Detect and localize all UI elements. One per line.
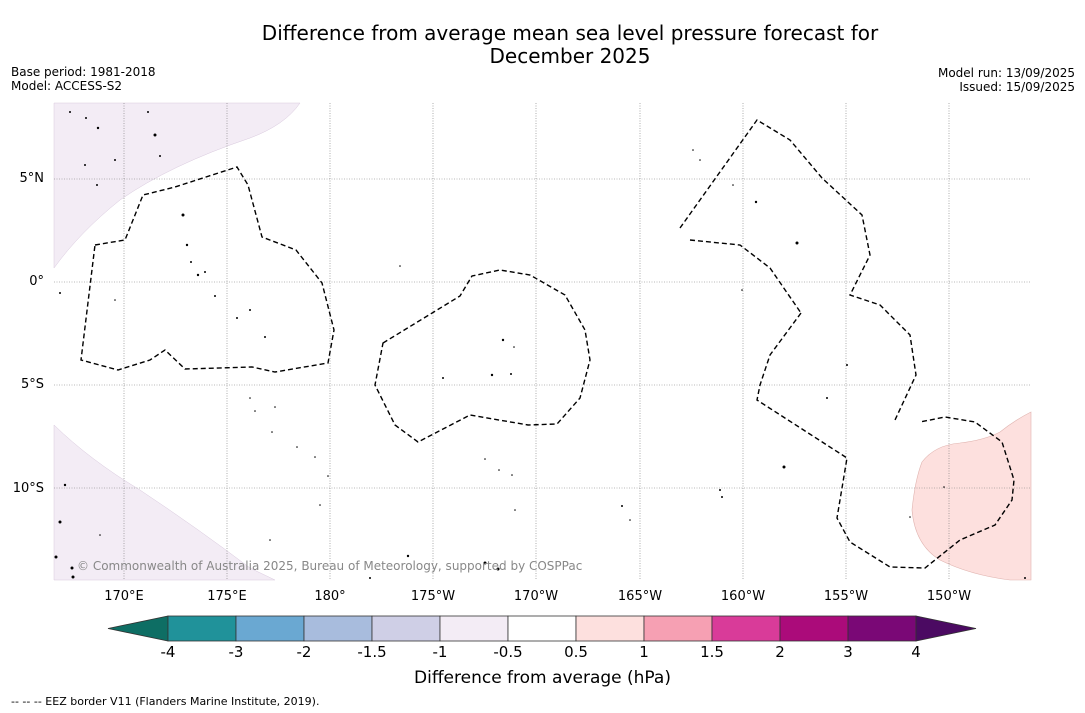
colorbar-extend-low: [107, 615, 169, 642]
eez-footnote: -- -- -- EEZ border V11 (Flanders Marine…: [11, 695, 320, 708]
colorbar-tick: -4: [160, 643, 176, 661]
colorbar-swatch: [371, 615, 441, 642]
colorbar-swatch: [575, 615, 645, 642]
colorbar-swatch: [303, 615, 373, 642]
lon-label-165w: 165°W: [617, 589, 663, 604]
model-run-text: Model run: 13/09/2025: [937, 66, 1075, 80]
lon-label-160w: 160°W: [720, 589, 766, 604]
colorbar-swatch: [507, 615, 577, 642]
lon-label-150w: 150°W: [926, 589, 972, 604]
model-text: Model: ACCESS-S2: [11, 79, 123, 93]
lon-label-180: 180°: [314, 589, 346, 604]
lat-label-0: 0°: [29, 274, 44, 289]
map-title: Difference from average mean sea level p…: [0, 22, 1085, 68]
model-info: Base period: 1981-2018 Model: ACCESS-S2: [11, 65, 156, 93]
lon-label-155w: 155°W: [823, 589, 869, 604]
map-title-line1: Difference from average mean sea level p…: [261, 21, 879, 45]
colorbar-swatch: [235, 615, 305, 642]
colorbar-tick: 1: [639, 643, 649, 661]
colorbar-tick: 4: [911, 643, 921, 661]
issued-text: Issued: 15/09/2025: [959, 80, 1075, 94]
eez-border-eastern: [679, 119, 917, 421]
colorbar-swatch: [167, 615, 237, 642]
colorbar-tick: -2: [296, 643, 312, 661]
colorbar-tick: -1.5: [357, 643, 387, 661]
colorbar-tick: 2: [775, 643, 785, 661]
lon-label-170w: 170°W: [513, 589, 559, 604]
colorbar-swatch: [779, 615, 849, 642]
lat-label-10s: 10°S: [12, 481, 44, 496]
anomaly-region-northwest: [53, 102, 301, 269]
anomaly-region-southeast: [911, 411, 1032, 581]
colorbar-tick: 1.5: [700, 643, 724, 661]
anomaly-region-southwest: [53, 424, 276, 581]
colorbar-tick: -0.5: [493, 643, 523, 661]
lat-label-5s: 5°S: [20, 377, 44, 392]
colorbar-tick: -1: [432, 643, 448, 661]
colorbar-swatch: [711, 615, 781, 642]
lon-label-170e: 170°E: [104, 589, 144, 604]
colorbar-tick: 0.5: [564, 643, 588, 661]
base-period-text: Base period: 1981-2018: [11, 65, 156, 79]
copyright-text: © Commonwealth of Australia 2025, Bureau…: [77, 559, 583, 573]
colorbar-swatch: [847, 615, 917, 642]
lon-label-175e: 175°E: [207, 589, 247, 604]
colorbar-swatch: [643, 615, 713, 642]
colorbar-swatch: [439, 615, 509, 642]
map-title-line2: December 2025: [489, 44, 651, 68]
islands: [54, 111, 1026, 579]
eez-border-western: [80, 166, 335, 373]
colorbar-extend-high: [915, 615, 977, 642]
lon-label-175w: 175°W: [410, 589, 456, 604]
colorbar-title: Difference from average (hPa): [414, 668, 671, 688]
eez-border-eastern-lower: [756, 312, 1015, 569]
colorbar-tick: 3: [843, 643, 853, 661]
lat-label-5n: 5°N: [19, 171, 45, 186]
colorbar-tick: -3: [228, 643, 244, 661]
run-info: Model run: 13/09/2025 Issued: 15/09/2025: [938, 66, 1075, 94]
eez-border-eastern-mid: [689, 239, 802, 314]
